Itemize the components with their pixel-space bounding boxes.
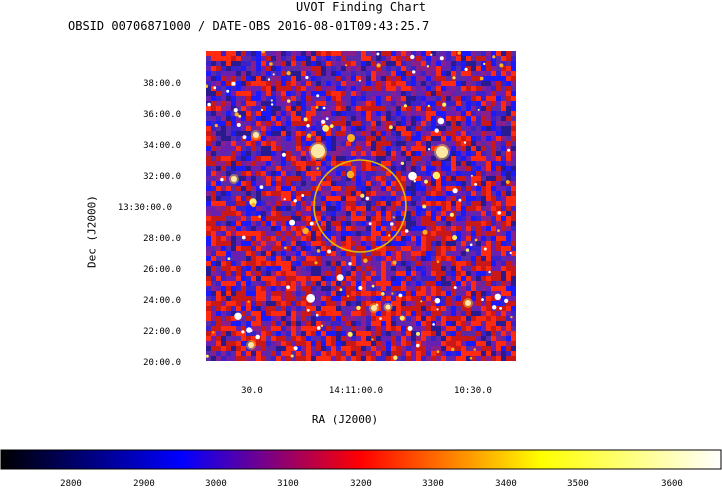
y-tick-label: 26:00.0 <box>143 265 181 275</box>
y-tick-label: 13:30:00.0 <box>117 203 172 213</box>
chart-title: UVOT Finding Chart <box>295 0 427 14</box>
colorbar-tick-label: 3100 <box>277 479 299 489</box>
target-region-circle <box>313 159 407 253</box>
y-tick-label: 32:00.0 <box>143 172 181 182</box>
colorbar-tick-label: 3500 <box>567 479 589 489</box>
x-axis-label: RA (J2000) <box>311 413 379 426</box>
colorbar-tick-label: 3300 <box>422 479 444 489</box>
colorbar-tick-label: 3000 <box>205 479 227 489</box>
x-tick-label: 30.0 <box>241 386 263 396</box>
y-tick-label: 36:00.0 <box>143 110 181 120</box>
x-tick-label: 14:11:00.0 <box>328 386 384 396</box>
y-tick-label: 20:00.0 <box>143 358 181 368</box>
x-tick-label: 10:30.0 <box>454 386 492 396</box>
colorbar-tick-label: 3200 <box>350 479 372 489</box>
y-tick-label: 22:00.0 <box>143 327 181 337</box>
chart-subtitle: OBSID 00706871000 / DATE-OBS 2016-08-01T… <box>68 19 430 33</box>
y-tick-label: 28:00.0 <box>143 234 181 244</box>
y-tick-label: 38:00.0 <box>143 79 181 89</box>
sky-image <box>206 51 516 361</box>
y-tick-label: 24:00.0 <box>143 296 181 306</box>
colorbar-tick-label: 2900 <box>133 479 155 489</box>
colorbar-tick-label: 3600 <box>661 479 683 489</box>
colorbar-tick-label: 2800 <box>60 479 82 489</box>
y-tick-label: 34:00.0 <box>143 141 181 151</box>
colorbar-tick-label: 3400 <box>495 479 517 489</box>
colorbar <box>0 449 722 470</box>
